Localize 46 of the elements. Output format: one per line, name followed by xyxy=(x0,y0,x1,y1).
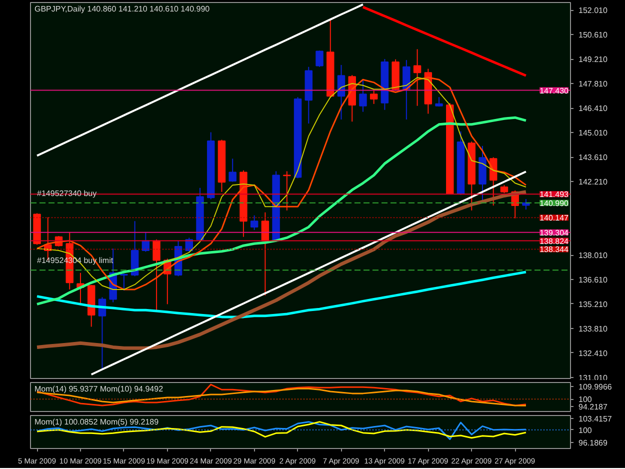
y-tick-label: 109.9966 xyxy=(578,382,612,392)
candlestick xyxy=(402,60,410,120)
candlestick xyxy=(228,158,236,182)
line-series xyxy=(35,190,528,350)
candlestick xyxy=(316,50,324,68)
y-tick-label: 149.210 xyxy=(578,55,608,64)
y-tick-label: 147.810 xyxy=(578,80,608,89)
ref-line-label: 138.344 xyxy=(540,245,570,254)
y-tick-label: 135.210 xyxy=(578,300,608,309)
y-tick-label: 142.210 xyxy=(578,178,608,187)
chart-title: GBPJPY,Daily 140.860 141.210 140.610 140.990 xyxy=(34,4,210,14)
line-series xyxy=(36,388,527,406)
y-tick-label: 138.010 xyxy=(578,251,608,260)
y-tick-label: 133.810 xyxy=(578,324,608,334)
y-tick-label: 132.410 xyxy=(578,348,608,358)
line-series xyxy=(36,3,364,157)
candlestick xyxy=(152,238,160,312)
candlestick xyxy=(250,214,258,231)
candlestick xyxy=(413,48,422,106)
ref-line-label: 141.493 xyxy=(540,190,570,200)
chart-title: Mom(1) 100.0852 Mom(5) 99.2189 xyxy=(34,418,160,426)
line-series xyxy=(36,270,528,318)
y-tick-label: 136.610 xyxy=(578,276,608,285)
ref-line-label: 140.990 xyxy=(540,198,570,208)
ref-line-label: 147.430 xyxy=(540,86,570,96)
chart-title: Mom(14) 95.9377 Mom(10) 94.9492 xyxy=(34,384,164,394)
y-tick-label: 152.010 xyxy=(578,6,608,16)
y-tick-label: 145.010 xyxy=(578,128,608,138)
line-series xyxy=(36,116,528,306)
y-tick-label: 96.1869 xyxy=(578,438,608,448)
y-tick-label: 143.610 xyxy=(578,153,608,162)
y-tick-label: 103.4157 xyxy=(578,414,612,424)
candlestick xyxy=(261,212,270,296)
y-tick-label: 94.2187 xyxy=(578,402,608,412)
y-tick-label: 100 xyxy=(578,395,592,404)
line-series xyxy=(36,384,527,406)
y-tick-label: 146.410 xyxy=(578,104,608,114)
line-series xyxy=(362,6,528,77)
ref-line-label: 139.304 xyxy=(540,228,570,238)
ref-line-label: 140.147 xyxy=(540,214,570,223)
candlestick xyxy=(359,80,367,112)
ref-line-label: 138.824 xyxy=(540,236,570,246)
candlestick xyxy=(120,273,128,292)
y-tick-label: 150.610 xyxy=(578,30,608,40)
y-tick-label: 100 xyxy=(578,426,592,435)
candlestick xyxy=(370,90,378,104)
